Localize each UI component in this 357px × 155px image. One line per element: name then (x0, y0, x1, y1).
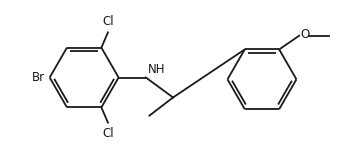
Text: Cl: Cl (102, 15, 114, 28)
Text: O: O (301, 29, 310, 41)
Text: Cl: Cl (102, 127, 114, 140)
Text: NH: NH (148, 63, 165, 76)
Text: Br: Br (32, 71, 45, 84)
